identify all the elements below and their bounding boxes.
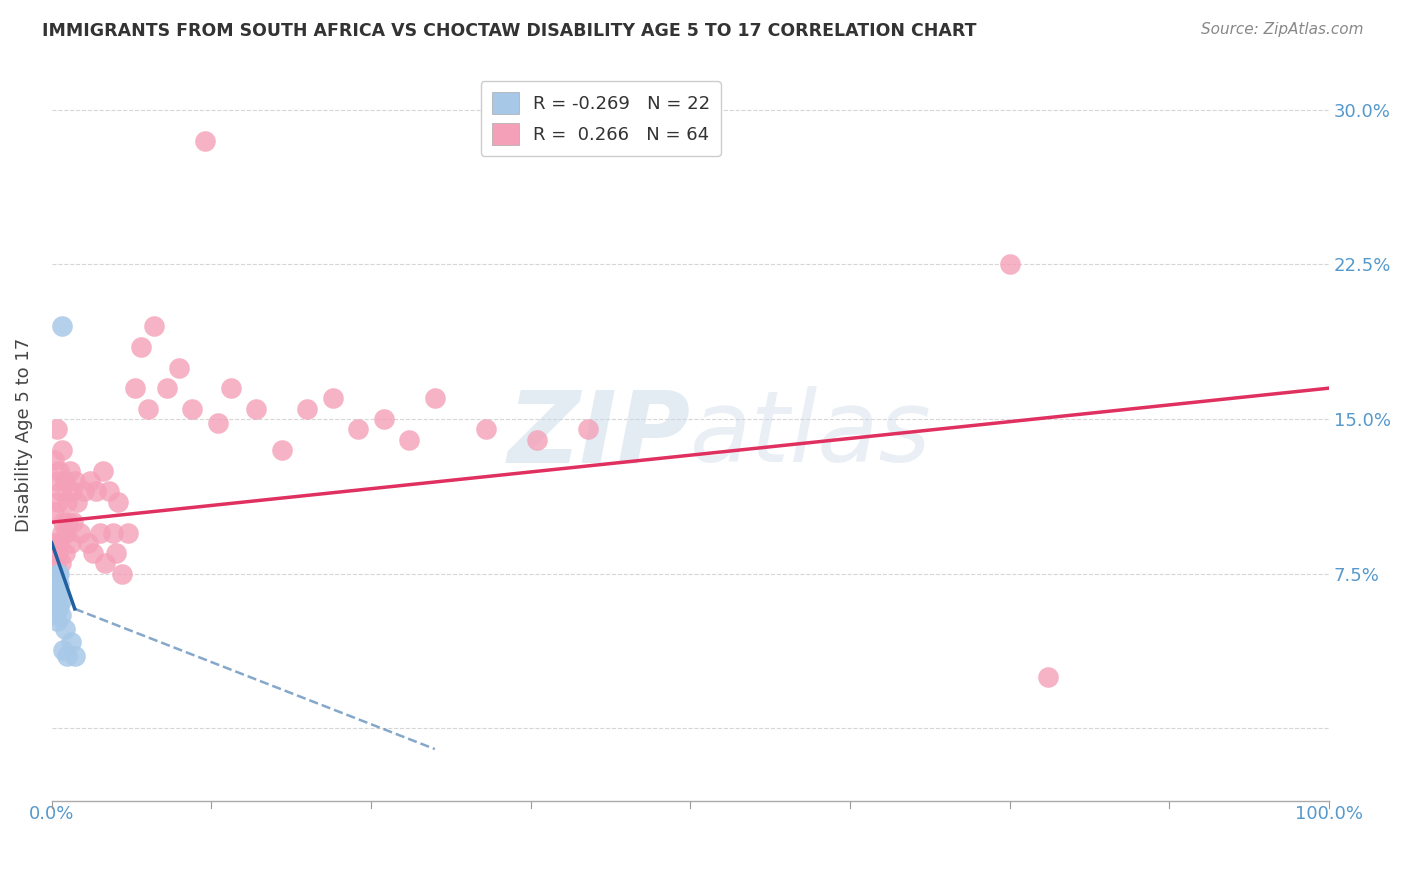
- Point: [52, 643, 75, 657]
- Point: [48, 464, 70, 478]
- Point: [46, 566, 69, 581]
- Point: [48, 566, 70, 581]
- Point: [86, 484, 108, 499]
- Point: [59, 464, 82, 478]
- Point: [45, 422, 67, 436]
- Point: [56, 494, 79, 508]
- Point: [49, 593, 72, 607]
- Point: [45, 557, 67, 571]
- Point: [42, 598, 65, 612]
- Point: [55, 525, 77, 540]
- Point: [45, 581, 67, 595]
- Point: [136, 401, 159, 416]
- Text: IMMIGRANTS FROM SOUTH AFRICA VS CHOCTAW DISABILITY AGE 5 TO 17 CORRELATION CHART: IMMIGRANTS FROM SOUTH AFRICA VS CHOCTAW …: [42, 22, 977, 40]
- Point: [98, 484, 121, 499]
- Point: [79, 474, 101, 488]
- Point: [45, 474, 67, 488]
- Y-axis label: Disability Age 5 to 17: Disability Age 5 to 17: [15, 337, 32, 532]
- Point: [63, 649, 86, 664]
- Point: [45, 614, 67, 628]
- Point: [207, 416, 229, 430]
- Legend: R = -0.269   N = 22, R =  0.266   N = 64: R = -0.269 N = 22, R = 0.266 N = 64: [481, 81, 721, 156]
- Point: [60, 484, 83, 499]
- Point: [169, 360, 191, 375]
- Point: [53, 623, 76, 637]
- Point: [48, 577, 70, 591]
- Point: [62, 515, 84, 529]
- Point: [49, 557, 72, 571]
- Point: [107, 494, 129, 508]
- Point: [48, 598, 70, 612]
- Point: [58, 515, 80, 529]
- Point: [73, 484, 96, 499]
- Text: atlas: atlas: [690, 386, 932, 483]
- Point: [245, 401, 267, 416]
- Point: [94, 557, 117, 571]
- Point: [91, 464, 114, 478]
- Point: [124, 381, 146, 395]
- Point: [63, 474, 86, 488]
- Point: [46, 587, 69, 601]
- Point: [44, 573, 66, 587]
- Point: [56, 649, 79, 664]
- Point: [52, 515, 75, 529]
- Point: [373, 412, 395, 426]
- Point: [42, 581, 65, 595]
- Point: [1036, 670, 1059, 684]
- Point: [111, 566, 134, 581]
- Point: [46, 494, 69, 508]
- Point: [48, 536, 70, 550]
- Point: [53, 546, 76, 560]
- Point: [998, 257, 1021, 271]
- Point: [423, 392, 446, 406]
- Point: [51, 525, 73, 540]
- Point: [69, 525, 91, 540]
- Point: [45, 602, 67, 616]
- Point: [89, 525, 111, 540]
- Point: [66, 494, 89, 508]
- Point: [59, 536, 82, 550]
- Point: [45, 577, 67, 591]
- Point: [219, 381, 242, 395]
- Point: [104, 546, 127, 560]
- Point: [46, 546, 69, 560]
- Point: [270, 443, 292, 458]
- Point: [156, 381, 179, 395]
- Text: Source: ZipAtlas.com: Source: ZipAtlas.com: [1201, 22, 1364, 37]
- Point: [49, 607, 72, 622]
- Point: [53, 474, 76, 488]
- Point: [142, 319, 165, 334]
- Point: [181, 401, 204, 416]
- Point: [117, 525, 139, 540]
- Point: [46, 602, 69, 616]
- Text: ZIP: ZIP: [508, 386, 690, 483]
- Point: [51, 443, 73, 458]
- Point: [322, 392, 344, 406]
- Point: [194, 134, 217, 148]
- Point: [42, 536, 65, 550]
- Point: [526, 433, 548, 447]
- Point: [44, 607, 66, 622]
- Point: [51, 319, 73, 334]
- Point: [82, 546, 104, 560]
- Point: [101, 525, 124, 540]
- Point: [44, 505, 66, 519]
- Point: [398, 433, 420, 447]
- Point: [44, 453, 66, 467]
- Point: [76, 536, 98, 550]
- Point: [129, 340, 152, 354]
- Point: [347, 422, 370, 436]
- Point: [576, 422, 599, 436]
- Point: [59, 635, 82, 649]
- Point: [475, 422, 498, 436]
- Point: [49, 484, 72, 499]
- Point: [295, 401, 318, 416]
